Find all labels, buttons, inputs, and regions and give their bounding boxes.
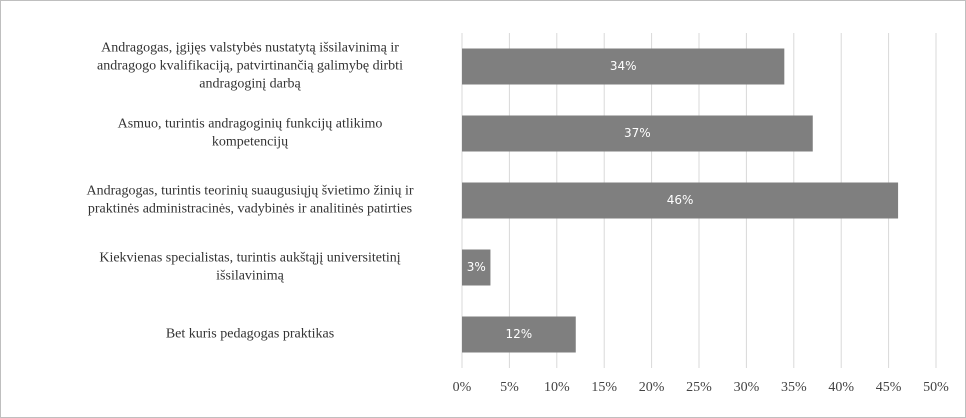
value-label: 34% [610,59,637,73]
bar [462,115,813,152]
value-label: 37% [624,126,651,140]
bar [462,316,576,353]
category-label: Asmuo, turintis andragoginių funkcijų at… [118,117,383,150]
category-label: Kiekvienas specialistas, turintis aukštą… [99,251,400,284]
bar [462,48,785,85]
x-tick-label: 0% [453,380,472,395]
bar [462,249,491,286]
bar [462,182,899,219]
value-label: 46% [667,193,694,207]
x-tick-label: 50% [923,380,949,395]
category-label: Andragogas, įgijęs valstybės nustatytą i… [97,41,403,92]
category-label: Andragogas, turintis teorinių suaugusiųj… [86,184,413,217]
category-label: Bet kuris pedagogas praktikas [166,327,334,342]
x-tick-label: 5% [500,380,519,395]
x-tick-label: 40% [828,380,854,395]
value-label: 12% [506,327,533,341]
x-tick-label: 30% [734,380,760,395]
x-tick-label: 20% [639,380,665,395]
x-tick-label: 35% [781,380,807,395]
value-label: 3% [467,260,486,274]
x-tick-label: 15% [591,380,617,395]
x-tick-label: 10% [544,380,570,395]
x-tick-label: 45% [876,380,902,395]
x-tick-label: 25% [686,380,712,395]
